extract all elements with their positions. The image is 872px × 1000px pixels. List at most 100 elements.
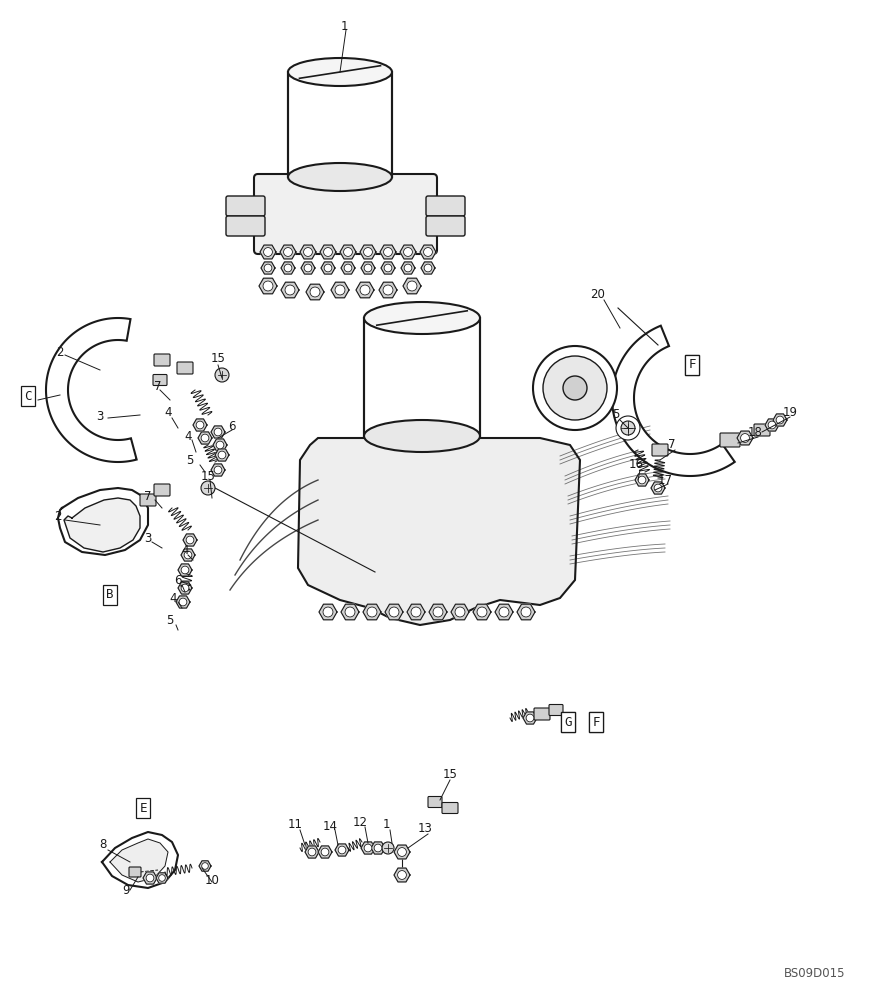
Circle shape	[284, 264, 292, 272]
Circle shape	[616, 416, 640, 440]
Circle shape	[216, 441, 224, 449]
Polygon shape	[651, 482, 665, 494]
Circle shape	[215, 368, 229, 382]
Ellipse shape	[288, 58, 392, 86]
Polygon shape	[765, 419, 779, 431]
Circle shape	[201, 481, 215, 495]
Text: B: B	[106, 588, 113, 601]
Polygon shape	[288, 72, 392, 177]
FancyBboxPatch shape	[129, 867, 141, 877]
Text: 16: 16	[629, 458, 644, 472]
Circle shape	[344, 264, 351, 272]
Polygon shape	[380, 245, 396, 259]
Circle shape	[543, 356, 607, 420]
Polygon shape	[198, 432, 212, 444]
Polygon shape	[523, 712, 537, 724]
Polygon shape	[183, 534, 197, 546]
Text: 20: 20	[590, 288, 605, 300]
Polygon shape	[64, 498, 140, 552]
Polygon shape	[176, 596, 190, 608]
Polygon shape	[612, 326, 735, 476]
Polygon shape	[379, 282, 397, 298]
Circle shape	[455, 607, 465, 617]
Polygon shape	[321, 262, 335, 274]
Circle shape	[526, 714, 534, 722]
Text: 2: 2	[54, 510, 62, 522]
Polygon shape	[318, 846, 332, 858]
Circle shape	[382, 842, 394, 854]
Polygon shape	[102, 832, 178, 888]
Circle shape	[407, 281, 417, 291]
Text: 4: 4	[184, 430, 192, 442]
Circle shape	[215, 466, 221, 474]
Text: 5: 5	[167, 613, 174, 626]
Circle shape	[389, 607, 399, 617]
Polygon shape	[635, 474, 649, 486]
FancyBboxPatch shape	[140, 494, 156, 506]
Circle shape	[374, 844, 382, 852]
Polygon shape	[215, 449, 229, 461]
Polygon shape	[280, 245, 296, 259]
FancyBboxPatch shape	[226, 216, 265, 236]
Text: 2: 2	[57, 347, 64, 360]
Circle shape	[335, 285, 345, 295]
Text: E: E	[140, 802, 146, 814]
Circle shape	[146, 874, 153, 882]
Polygon shape	[400, 245, 416, 259]
Circle shape	[367, 607, 377, 617]
Text: 6: 6	[228, 420, 235, 432]
Circle shape	[364, 844, 371, 852]
Polygon shape	[364, 318, 480, 436]
Polygon shape	[331, 282, 349, 298]
Circle shape	[215, 428, 221, 436]
Polygon shape	[401, 262, 415, 274]
Ellipse shape	[364, 302, 480, 334]
Polygon shape	[451, 604, 469, 620]
Circle shape	[323, 607, 333, 617]
Circle shape	[404, 264, 412, 272]
Polygon shape	[281, 262, 295, 274]
Text: 9: 9	[122, 884, 130, 896]
Ellipse shape	[288, 163, 392, 191]
Circle shape	[364, 264, 371, 272]
Polygon shape	[178, 564, 192, 576]
Circle shape	[533, 346, 617, 430]
Polygon shape	[361, 262, 375, 274]
FancyBboxPatch shape	[254, 174, 437, 254]
FancyBboxPatch shape	[442, 802, 458, 814]
Circle shape	[159, 875, 166, 881]
Polygon shape	[211, 464, 225, 476]
Polygon shape	[58, 488, 148, 555]
Circle shape	[563, 376, 587, 400]
Circle shape	[324, 264, 332, 272]
Circle shape	[638, 476, 646, 484]
Text: F: F	[688, 359, 696, 371]
Polygon shape	[421, 262, 435, 274]
FancyBboxPatch shape	[534, 708, 550, 720]
Polygon shape	[335, 844, 349, 856]
Circle shape	[384, 248, 392, 256]
Text: 14: 14	[323, 820, 337, 832]
Circle shape	[338, 846, 346, 854]
Text: F: F	[592, 716, 600, 728]
Text: 15: 15	[201, 470, 215, 483]
Circle shape	[424, 264, 432, 272]
Polygon shape	[385, 604, 403, 620]
Circle shape	[321, 848, 329, 856]
Text: C: C	[24, 389, 31, 402]
Circle shape	[303, 248, 312, 256]
Text: 17: 17	[657, 474, 672, 487]
FancyBboxPatch shape	[720, 433, 740, 447]
Text: F: F	[592, 716, 600, 728]
FancyBboxPatch shape	[754, 424, 770, 436]
Text: 3: 3	[144, 532, 152, 544]
Text: 7: 7	[668, 438, 676, 452]
FancyBboxPatch shape	[153, 374, 167, 385]
FancyBboxPatch shape	[426, 216, 465, 236]
Text: 8: 8	[99, 838, 106, 852]
Circle shape	[196, 421, 204, 429]
Circle shape	[285, 285, 295, 295]
Circle shape	[424, 248, 433, 256]
Polygon shape	[156, 873, 168, 883]
Polygon shape	[363, 604, 381, 620]
